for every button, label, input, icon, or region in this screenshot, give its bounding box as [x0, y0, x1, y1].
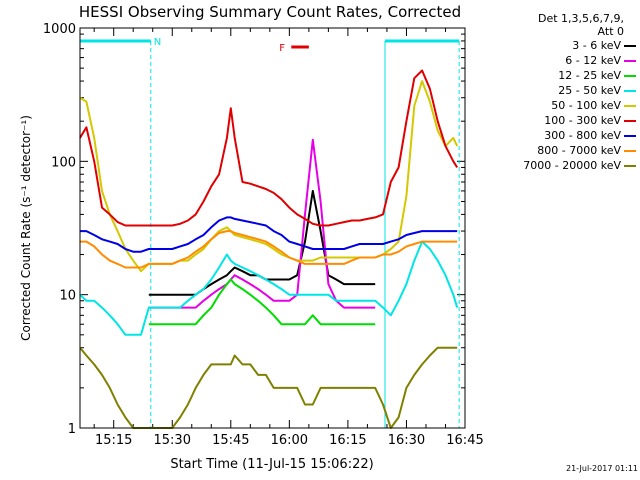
x-tick-label: 15:15	[95, 433, 132, 448]
x-tick-label: 16:00	[271, 433, 308, 448]
legend-item: 3 - 6 keV	[486, 38, 636, 53]
legend-label: 300 - 800 keV	[544, 129, 621, 142]
legend-swatch	[624, 119, 636, 122]
legend-header-detectors: Det 1,3,5,6,7,9,	[537, 12, 624, 25]
legend-swatch	[624, 104, 636, 107]
legend-label: 50 - 100 keV	[551, 99, 621, 112]
y-axis-label: Corrected Count Rate (s⁻¹ detector⁻¹)	[19, 115, 33, 341]
legend-label: 6 - 12 keV	[565, 54, 621, 67]
legend-swatch	[624, 59, 636, 62]
legend-item: 6 - 12 keV	[486, 53, 636, 68]
series-line-4	[79, 80, 459, 273]
legend-swatch	[624, 164, 636, 167]
legend-label: 25 - 50 keV	[558, 84, 621, 97]
legend-label: 100 - 300 keV	[544, 114, 621, 127]
y-tick-label: 100	[51, 155, 76, 170]
series-line-5	[79, 69, 459, 227]
legend-item: 12 - 25 keV	[486, 68, 636, 83]
x-tick-label: 15:30	[154, 433, 191, 448]
legend-item: 100 - 300 keV	[486, 113, 636, 128]
legend-item: 7000 - 20000 keV	[486, 158, 636, 173]
series-line-2	[148, 278, 376, 326]
legend-swatch	[624, 44, 636, 47]
legend-rows: 3 - 6 keV 6 - 12 keV 12 - 25 keV 25 - 50 ke…	[486, 38, 636, 173]
x-tick-label: 16:30	[388, 433, 425, 448]
x-tick-label: 15:45	[212, 433, 249, 448]
legend-item: 50 - 100 keV	[486, 98, 636, 113]
series-line-6	[80, 216, 458, 253]
legend-item: 800 - 7000 keV	[486, 143, 636, 158]
night-label: N	[154, 37, 161, 48]
x-axis-label: Start Time (11-Jul-15 15:06:22)	[170, 457, 373, 472]
legend-swatch	[624, 134, 636, 137]
legend-swatch	[624, 74, 636, 77]
legend-item: 25 - 50 keV	[486, 83, 636, 98]
y-tick-label: 10	[59, 289, 76, 304]
plot-frame	[79, 27, 466, 429]
chart-title: HESSI Observing Summary Count Rates, Cor…	[79, 3, 461, 21]
x-tick-label: 16:15	[329, 433, 366, 448]
legend-swatch	[624, 89, 636, 92]
chart-marks: 1 10 100 1000 15:15 15:30 15:45 16:00 16:15 16:30…	[43, 22, 484, 448]
legend-header-attenuator: Att 0	[597, 25, 624, 38]
legend-label: 3 - 6 keV	[572, 39, 621, 52]
series-line-8	[79, 346, 458, 429]
series-line-7	[80, 230, 458, 269]
legend-item: 300 - 800 keV	[486, 128, 636, 143]
legend-label: 7000 - 20000 keV	[523, 159, 621, 172]
x-tick-label: 16:45	[446, 433, 483, 448]
series-line-3	[79, 240, 459, 336]
legend-swatch	[624, 149, 636, 152]
y-tick-label: 1000	[43, 22, 76, 37]
legend-label: 800 - 7000 keV	[537, 144, 621, 157]
legend: Det 1,3,5,6,7,9, Att 0 3 - 6 keV 6 - 12 k…	[486, 12, 636, 173]
flare-label: F	[279, 43, 285, 54]
legend-label: 12 - 25 keV	[558, 69, 621, 82]
generation-timestamp: 21-Jul-2017 01:11	[566, 464, 639, 473]
y-tick-label: 1	[68, 422, 76, 437]
